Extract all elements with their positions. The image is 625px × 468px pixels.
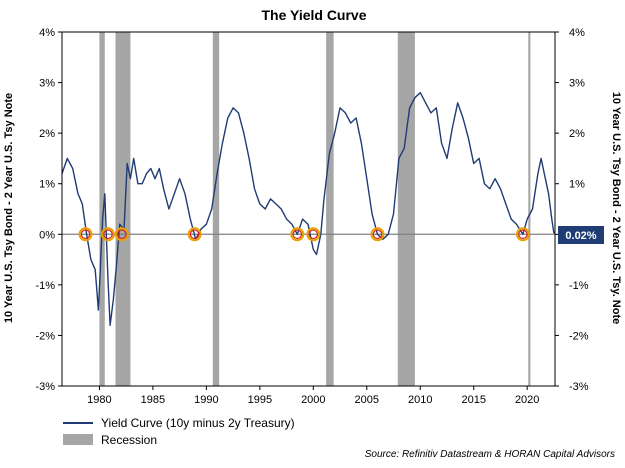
y-tick-right-label-1: -2% — [569, 330, 589, 342]
x-tick-label-3: 1995 — [248, 394, 272, 406]
x-axis: 1980 1985 1990 1995 2000 2005 2010 2015 2020 — [87, 386, 539, 406]
inversion-marker-1 — [103, 229, 113, 240]
x-tick-label-7: 2015 — [461, 394, 485, 406]
inversion-marker-2 — [117, 229, 127, 240]
x-tick-label-5: 2005 — [355, 394, 379, 406]
source-note: Source: Refinitiv Datastream & HORAN Cap… — [364, 449, 615, 460]
x-tick-label-0: 1980 — [87, 394, 111, 406]
y-tick-left-label-3: 0% — [39, 229, 55, 241]
current-value-box — [558, 226, 604, 244]
y-axis-right-label: 10 Year U.S. Tsy Bond - 2 Year U.S. Tsy.… — [610, 92, 622, 325]
legend-label-yield-curve: Yield Curve (10y minus 2y Treasury) — [101, 415, 295, 430]
inversion-marker-outer-2 — [114, 227, 129, 242]
y-axis-right: -3%-2%-1%0%1%2%3%4% — [555, 27, 589, 393]
y-tick-left-label-0: -3% — [35, 381, 55, 393]
inversion-marker-outer-1 — [100, 227, 115, 242]
inversion-marker-outer-0 — [78, 227, 93, 242]
recession-band-4 — [397, 32, 415, 386]
y-tick-left-label-4: 1% — [39, 179, 55, 191]
inversion-marker-4 — [292, 229, 303, 240]
y-tick-left-label-5: 2% — [39, 128, 55, 140]
inversion-marker-3 — [189, 229, 200, 240]
inversion-marker-6 — [372, 229, 383, 240]
y-tick-left-label-7: 4% — [39, 27, 55, 39]
current-value-label: 0.02% — [565, 230, 596, 242]
inversion-marker-outer-4 — [290, 227, 305, 242]
x-tick-label-6: 2010 — [408, 394, 432, 406]
y-tick-left-label-2: -1% — [35, 280, 55, 292]
inversion-marker-outer-5 — [306, 227, 321, 242]
inversion-marker-7 — [518, 229, 528, 240]
y-tick-right-label-6: 3% — [569, 78, 585, 90]
y-tick-right-label-5: 2% — [569, 128, 585, 140]
y-tick-right-label-7: 4% — [569, 27, 585, 39]
series-layer — [61, 91, 555, 326]
inversion-marker-5 — [308, 229, 319, 240]
inversion-markers — [78, 227, 530, 242]
recession-band-0 — [99, 32, 105, 386]
legend-recession-swatch — [63, 434, 93, 445]
recession-bands — [99, 32, 531, 386]
y-tick-left-label-1: -2% — [35, 330, 55, 342]
y-axis-left-label: 10 Year U.S. Tsy Bond - 2 Year U.S. Tsy … — [3, 93, 15, 323]
y-tick-left-label-6: 3% — [39, 78, 55, 90]
legend-label-recession: Recession — [101, 432, 158, 447]
inversion-marker-outer-3 — [187, 227, 202, 242]
y-axis-left: -3% -2% -1% 0% 1% 2% 3% 4% — [35, 27, 62, 393]
recession-band-3 — [326, 32, 334, 386]
legend-item-yield-curve: Yield Curve (10y minus 2y Treasury) — [63, 414, 295, 431]
inversion-marker-outer-6 — [370, 227, 385, 242]
legend: Yield Curve (10y minus 2y Treasury) Rece… — [63, 414, 295, 448]
y-tick-right-label-0: -3% — [569, 381, 589, 393]
legend-item-recession: Recession — [63, 431, 295, 448]
inversion-marker-outer-7 — [515, 227, 530, 242]
inversion-marker-0 — [80, 229, 91, 240]
x-tick-label-1: 1985 — [141, 394, 165, 406]
x-tick-label-4: 2000 — [301, 394, 325, 406]
recession-band-1 — [115, 32, 131, 386]
recession-band-2 — [212, 32, 220, 386]
recession-band-5 — [528, 32, 531, 386]
y-tick-right-label-2: -1% — [569, 280, 589, 292]
plot-frame — [61, 31, 556, 387]
y-tick-right-label-4: 1% — [569, 179, 585, 191]
x-tick-label-2: 1990 — [194, 394, 218, 406]
x-tick-label-8: 2020 — [515, 394, 539, 406]
current-value-callout: 0.02% — [558, 226, 604, 244]
legend-line-swatch — [63, 421, 93, 424]
series-line-yield-curve — [61, 91, 555, 326]
chart-title: The Yield Curve — [261, 7, 366, 23]
